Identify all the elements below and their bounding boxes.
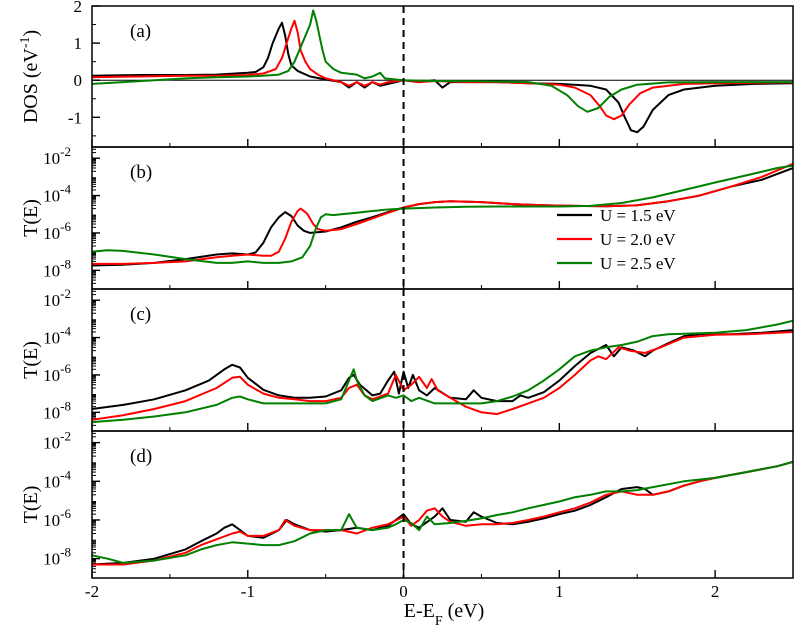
panel-c-series-2_5 — [92, 319, 793, 424]
panel-d-ytick-label: 10-6 — [43, 506, 71, 530]
panel-a-ytick-label: -1 — [68, 108, 82, 127]
panel-d-series-2_0 — [92, 460, 793, 566]
panel-d-series-1_5 — [92, 460, 793, 566]
panel-b-series-2_5 — [92, 164, 793, 264]
panel-a-ytick-label: 2 — [74, 0, 83, 16]
panel-a-series-2_0 — [92, 19, 793, 121]
panel-d-ytick-label: 10-8 — [43, 545, 71, 569]
panel-b-ytick-label: 10-2 — [43, 144, 71, 168]
panel-a-tag: (a) — [130, 21, 151, 42]
panel-c-y-axis-title: T(E) — [20, 341, 42, 379]
legend-label: U = 2.0 eV — [600, 230, 676, 249]
legend: U = 1.5 eV U = 2.0 eV U = 2.5 eV — [557, 206, 676, 273]
panel-b-series-1_5 — [92, 167, 793, 267]
panel-b-ytick-label: 10-6 — [43, 219, 71, 243]
panel-a-ytick-label: 0 — [74, 71, 83, 90]
panel-b-frame — [91, 146, 794, 290]
panel-b: 10-2 10-4 10-6 10-8 (b) T(E) — [20, 144, 794, 290]
panel-b-series-2_0 — [92, 162, 793, 265]
panel-d: 10-2 10-4 10-6 10-8 (d) T(E) — [20, 429, 794, 579]
panel-c-tag: (c) — [130, 304, 151, 325]
panel-c-ytick-label: 10-4 — [43, 324, 71, 348]
panel-c: 10-2 10-4 10-6 10-8 (c) T(E) — [20, 286, 794, 432]
panel-d-frame — [91, 430, 794, 579]
x-axis-title: E-EF (eV) — [404, 600, 485, 629]
x-tick-label: 2 — [711, 582, 720, 601]
legend-label: U = 2.5 eV — [600, 254, 676, 273]
panel-a: -1 0 1 2 (a) DOS (eV-1) — [18, 0, 794, 148]
x-tick-label: -1 — [241, 582, 255, 601]
panel-b-tag: (b) — [130, 162, 152, 183]
panel-a-ytick-label: 1 — [74, 34, 83, 53]
panel-a-series-1_5 — [92, 21, 793, 134]
panel-b-ytick-label: 10-4 — [43, 182, 71, 206]
x-tick-label: -2 — [85, 582, 99, 601]
panel-c-ytick-label: 10-8 — [43, 398, 71, 422]
panel-d-y-axis-title: T(E) — [20, 486, 42, 524]
panel-b-ytick-label: 10-8 — [43, 256, 71, 280]
panel-d-ytick-label: 10-4 — [43, 467, 71, 491]
panel-d-series-2_5 — [92, 460, 793, 564]
panel-c-ytick-label: 10-2 — [43, 286, 71, 310]
panel-a-y-axis-title: DOS (eV-1) — [18, 30, 42, 123]
panel-d-ytick-label: 10-2 — [43, 429, 71, 453]
panel-c-ytick-label: 10-6 — [43, 361, 71, 385]
panel-b-y-axis-title: T(E) — [20, 199, 42, 237]
panel-d-tag: (d) — [130, 446, 152, 467]
panel-c-series-2_0 — [92, 331, 793, 421]
panel-a-series-2_5 — [92, 9, 793, 113]
legend-label: U = 1.5 eV — [600, 206, 676, 225]
panel-c-series-1_5 — [92, 329, 793, 410]
x-tick-label: 1 — [555, 582, 564, 601]
x-tick-label: 0 — [399, 582, 408, 601]
